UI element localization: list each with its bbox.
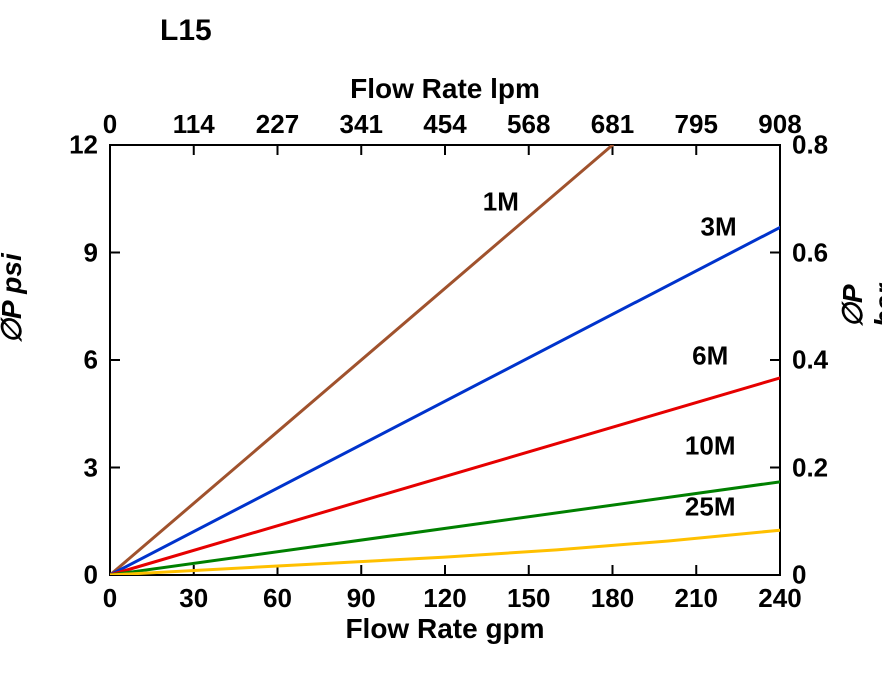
series-line-1m bbox=[110, 145, 613, 575]
y-right-tick-0: 0 bbox=[792, 560, 806, 591]
series-line-10m bbox=[110, 482, 780, 575]
x-top-tick-681: 681 bbox=[591, 109, 634, 140]
y-left-tick-12: 12 bbox=[69, 130, 98, 161]
chart-stage: L15 Flow Rate lpm Flow Rate gpm ∅P psi ∅… bbox=[0, 0, 882, 698]
x-top-tick-568: 568 bbox=[507, 109, 550, 140]
series-label-1m: 1M bbox=[483, 187, 519, 218]
y-left-tick-3: 3 bbox=[84, 452, 98, 483]
x-top-tick-0: 0 bbox=[103, 109, 117, 140]
y-right-tick-0.4: 0.4 bbox=[792, 345, 828, 376]
x-top-tick-114: 114 bbox=[173, 109, 215, 140]
series-label-10m: 10M bbox=[685, 431, 736, 462]
x-bottom-tick-150: 150 bbox=[507, 583, 550, 614]
y-left-tick-9: 9 bbox=[84, 237, 98, 268]
x-bottom-tick-90: 90 bbox=[347, 583, 376, 614]
y-right-tick-0.2: 0.2 bbox=[792, 452, 828, 483]
y-left-tick-6: 6 bbox=[84, 345, 98, 376]
x-top-tick-341: 341 bbox=[340, 109, 383, 140]
series-line-3m bbox=[110, 227, 780, 575]
x-bottom-tick-180: 180 bbox=[591, 583, 634, 614]
x-bottom-tick-0: 0 bbox=[103, 583, 117, 614]
x-top-tick-227: 227 bbox=[256, 109, 299, 140]
series-label-25m: 25M bbox=[685, 491, 736, 522]
series-line-6m bbox=[110, 378, 780, 575]
x-bottom-tick-60: 60 bbox=[263, 583, 292, 614]
y-right-tick-0.8: 0.8 bbox=[792, 130, 828, 161]
x-bottom-tick-30: 30 bbox=[179, 583, 208, 614]
series-label-6m: 6M bbox=[692, 341, 728, 372]
x-top-tick-795: 795 bbox=[675, 109, 718, 140]
x-bottom-tick-120: 120 bbox=[423, 583, 466, 614]
x-top-tick-454: 454 bbox=[423, 109, 466, 140]
x-bottom-tick-210: 210 bbox=[675, 583, 718, 614]
y-left-tick-0: 0 bbox=[84, 560, 98, 591]
y-right-tick-0.6: 0.6 bbox=[792, 237, 828, 268]
series-label-3m: 3M bbox=[701, 212, 737, 243]
